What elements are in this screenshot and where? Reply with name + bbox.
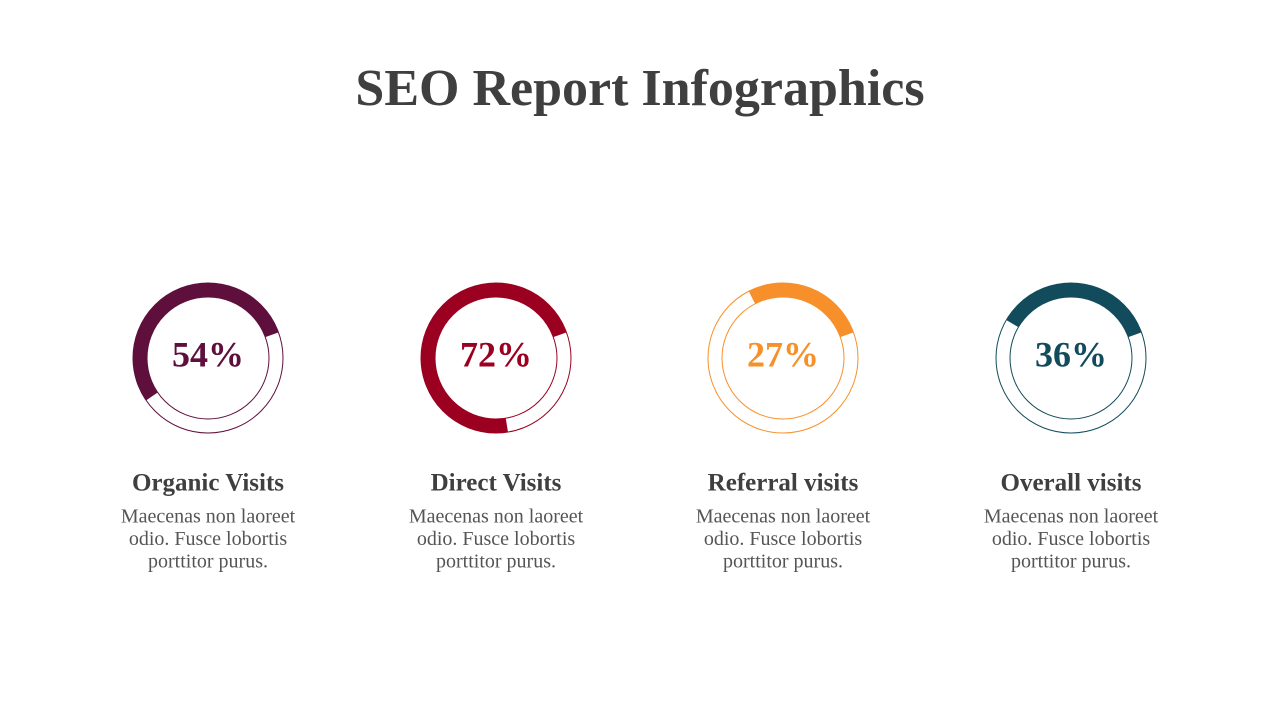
- item-text: porttitor purus.: [1011, 551, 1131, 573]
- progress-arc: [748, 283, 854, 338]
- progress-arc: [421, 283, 567, 433]
- percent-label: 27%: [747, 334, 819, 374]
- item-text: Maecenas non laoreet: [409, 506, 584, 528]
- percent-label: 36%: [1035, 334, 1107, 374]
- item-label: Referral visits: [708, 470, 859, 497]
- item-text: Maecenas non laoreet: [121, 506, 296, 528]
- item-label: Direct Visits: [431, 470, 562, 497]
- percent-label: 54%: [172, 334, 244, 374]
- progress-arc: [1006, 283, 1142, 338]
- item-text: odio. Fusce lobortis: [417, 528, 576, 550]
- item-text: odio. Fusce lobortis: [992, 528, 1151, 550]
- item-label: Overall visits: [1001, 470, 1142, 497]
- percent-label: 72%: [460, 334, 532, 374]
- ring-outline: [1009, 296, 1133, 420]
- item-text: porttitor purus.: [723, 551, 843, 573]
- item-text: Maecenas non laoreet: [984, 506, 1159, 528]
- item-text: odio. Fusce lobortis: [704, 528, 863, 550]
- ring-outline: [146, 296, 270, 420]
- slide-title: SEO Report Infographics: [355, 60, 924, 117]
- item-text: porttitor purus.: [436, 551, 556, 573]
- item-label: Organic Visits: [132, 470, 284, 497]
- progress-arc: [133, 283, 279, 401]
- ring-outline: [721, 296, 845, 420]
- item-text: porttitor purus.: [148, 551, 268, 573]
- item-text: Maecenas non laoreet: [696, 506, 871, 528]
- ring-outline: [434, 296, 558, 420]
- item-text: odio. Fusce lobortis: [129, 528, 288, 550]
